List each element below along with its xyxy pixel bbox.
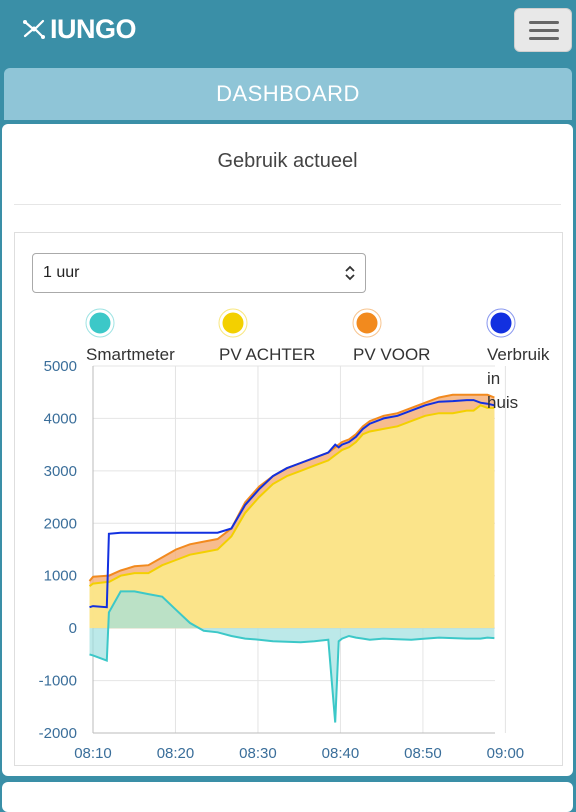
iungo-network-icon (23, 19, 45, 39)
card-title: Gebruik actueel (217, 150, 358, 172)
brand-name: IUNGO (50, 13, 137, 44)
time-range-value: 1 uur (43, 264, 80, 281)
next-card (2, 782, 573, 812)
chart-container (14, 232, 563, 766)
x-tick-label: 08:10 (74, 745, 112, 762)
brand-logo[interactable]: IUNGO (22, 12, 137, 46)
legend-swatch[interactable] (219, 309, 247, 337)
legend-swatch-ring (352, 308, 382, 338)
menu-toggle-button[interactable] (514, 8, 572, 52)
y-tick-label: 5000 (44, 358, 77, 375)
series-area-pv-achter (89, 405, 495, 629)
chevron-updown-icon (345, 265, 355, 281)
series-line-pv-achter (88, 404, 495, 588)
y-tick-label: -2000 (39, 725, 77, 742)
legend-swatch-ring (218, 308, 248, 338)
legend-swatch[interactable] (353, 309, 381, 337)
x-tick-label: 08:40 (322, 745, 360, 762)
series-line-verbruik (89, 399, 495, 609)
top-navbar: IUNGO (0, 0, 576, 62)
divider (14, 204, 561, 205)
y-tick-label: 1000 (44, 568, 77, 585)
x-tick-label: 08:20 (157, 745, 195, 762)
hamburger-icon (529, 21, 559, 24)
hamburger-icon (529, 37, 559, 40)
legend-swatch[interactable] (487, 309, 515, 337)
y-tick-label: 0 (69, 620, 77, 637)
y-tick-label: 2000 (44, 515, 77, 532)
legend-swatch[interactable] (86, 309, 114, 337)
legend-swatch-ring (85, 308, 115, 338)
time-range-select[interactable]: 1 uur (32, 253, 366, 293)
legend-label[interactable]: PV ACHTER (219, 345, 315, 364)
legend-label[interactable]: PV VOOR (353, 345, 430, 364)
legend-swatch-ring (486, 308, 516, 338)
y-tick-label: -1000 (39, 673, 77, 690)
x-tick-label: 09:00 (487, 745, 525, 762)
series-line-smartmeter (89, 590, 495, 723)
x-tick-label: 08:30 (239, 745, 277, 762)
y-tick-label: 4000 (44, 410, 77, 427)
hamburger-icon (529, 29, 559, 32)
x-tick-label: 08:50 (404, 745, 442, 762)
dashboard-header: DASHBOARD (4, 68, 572, 120)
legend-label[interactable]: Smartmeter (86, 345, 175, 364)
legend-label[interactable]: Verbruik in huis (487, 345, 550, 412)
y-tick-label: 3000 (44, 463, 77, 480)
